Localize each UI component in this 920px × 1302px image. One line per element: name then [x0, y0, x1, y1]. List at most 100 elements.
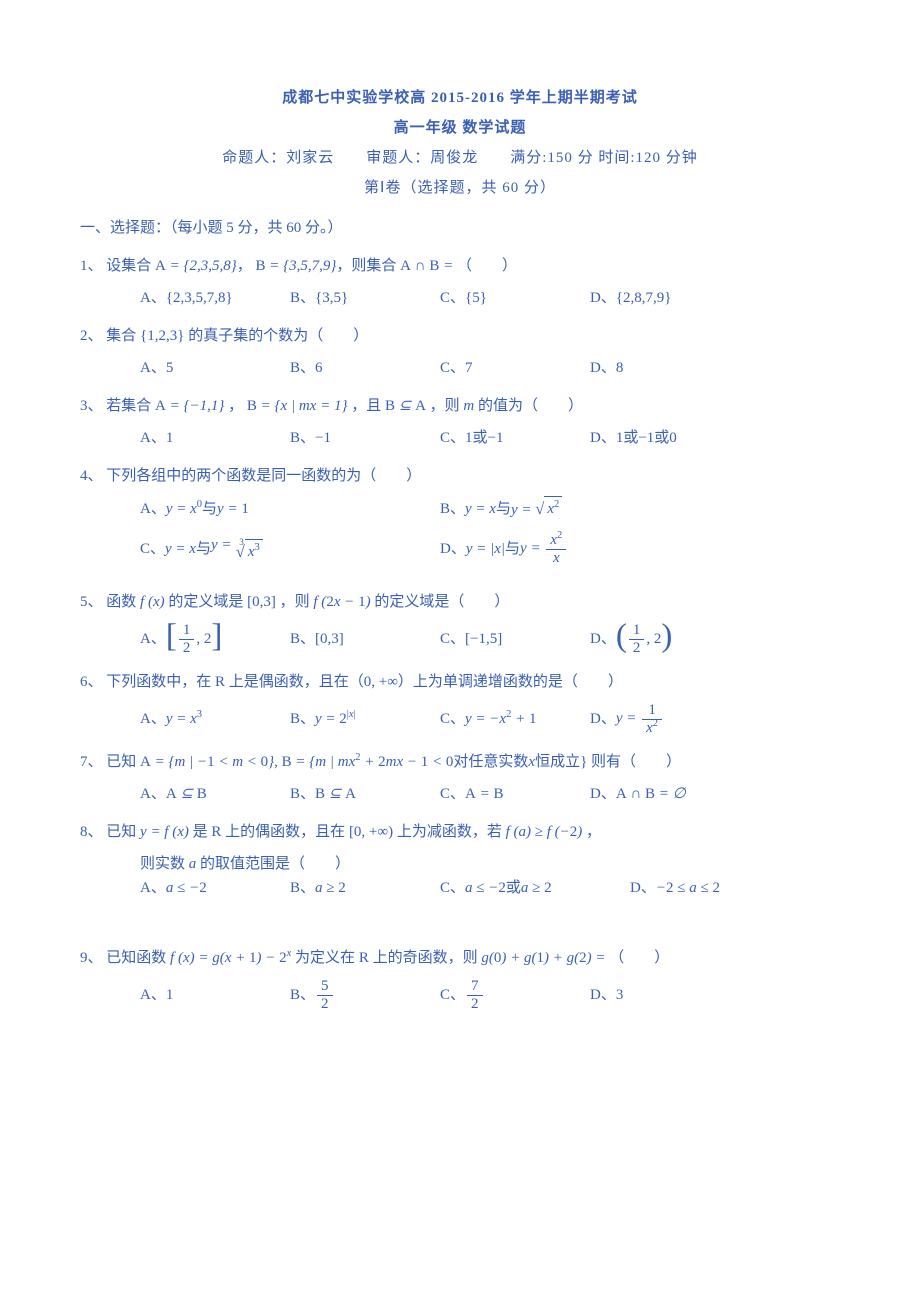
title-school-year: 成都七中实验学校高 2015-2016 学年上期半期考试 [80, 86, 840, 110]
q5-mid2: ，则 [280, 594, 314, 610]
q3-C: 1或−1 [465, 426, 503, 450]
q5-D: D、 (12, 2) [590, 622, 740, 656]
question-2: 2、 集合 {1,2,3} 的真子集的个数为（ ） [80, 324, 840, 348]
q3-num: 3、 [80, 398, 103, 414]
question-7: 7、 已知 A = {m | −1 < m < 0}, B = {m | mx2… [80, 750, 840, 774]
q6-num: 6、 [80, 674, 103, 690]
q6-options: A、y = x3 B、y = 2|x| C、y = −x2 + 1 D、y = … [80, 702, 840, 736]
q4-D: D、 y = |x|与y = x2x [440, 532, 740, 566]
title-part1: 第Ⅰ卷（选择题，共 60 分） [80, 176, 840, 200]
q8-mid3: ， [586, 824, 601, 840]
q3-stem-pre: 若集合 [106, 398, 155, 414]
q3-D-label: D、 [590, 426, 616, 450]
q8-D: −2 ≤ a ≤ 2 [656, 876, 720, 900]
q6-B: B、y = 2|x| [290, 707, 440, 731]
q3-A: 1 [166, 426, 174, 450]
q1-num: 1、 [80, 258, 103, 274]
q5-B: [0,3] [315, 627, 344, 651]
question-8: 8、 已知 y = f (x) 是 R 上的偶函数，且在 [0, +∞) 上为减… [80, 820, 840, 844]
q1-C-label: C、 [440, 286, 465, 310]
q9-C: C、72 [440, 978, 590, 1012]
q5-mid1: 的定义域是 [168, 594, 247, 610]
q8-line2: 则实数 a 的取值范围是（ ） [80, 852, 840, 876]
q3-A-label: A、 [140, 426, 166, 450]
q1-B: {3,5} [315, 286, 348, 310]
q1-D-label: D、 [590, 286, 616, 310]
q2-C: 7 [465, 356, 473, 380]
q1-stem-post: ，则集合 [336, 258, 400, 274]
q1-B-label: B、 [290, 286, 315, 310]
q9-pre: 已知函数 [106, 950, 170, 966]
q5-C: [−1,5] [465, 627, 502, 651]
q9-B: B、52 [290, 978, 440, 1012]
q4-stem: 下列各组中的两个函数是同一函数的为（ ） [106, 468, 421, 484]
q7-D: A ∩ B = ∅ [616, 782, 686, 806]
q2-options: A、5 B、6 C、7 D、8 [80, 356, 840, 380]
q4-B: B、 y = x与y = √x2 [440, 496, 740, 522]
q2-D-label: D、 [590, 356, 616, 380]
q5-options: A、 [12, 2] B、[0,3] C、[−1,5] D、 (12, 2) [80, 622, 840, 656]
q9-D: 3 [616, 983, 624, 1007]
q7-pre: 已知 [106, 754, 140, 770]
q5-mid3: 的定义域是（ ） [374, 594, 509, 610]
q9-num: 9、 [80, 950, 103, 966]
q8-num: 8、 [80, 824, 103, 840]
question-9: 9、 已知函数 f (x) = g(x + 1) − 2x 为定义在 R 上的奇… [80, 946, 840, 970]
q6-stem: 下列函数中，在 R 上是偶函数，且在（0, +∞）上为单调递增函数的是（ ） [106, 674, 623, 690]
q2-B-label: B、 [290, 356, 315, 380]
q2-B: 6 [315, 356, 323, 380]
q8-mid1: 是 R 上的偶函数，且在 [193, 824, 349, 840]
q2-A: 5 [166, 356, 174, 380]
q2-stem-post: 的真子集的个数为（ ） [188, 328, 368, 344]
q9-mid: 为定义在 R 上的奇函数，则 [295, 950, 481, 966]
q7-A: A ⊆ B [166, 782, 207, 806]
q4-options: A、 y = x0与y = 1 B、 y = x与y = √x2 C、 y = … [80, 496, 840, 576]
q3-B: −1 [315, 426, 331, 450]
q6-A: A、y = x3 [140, 707, 290, 731]
q1-paren: （ ） [457, 258, 517, 274]
question-6: 6、 下列函数中，在 R 上是偶函数，且在（0, +∞）上为单调递增函数的是（ … [80, 670, 840, 694]
q1-options: A、{2,3,5,7,8} B、{3,5} C、{5} D、{2,8,7,9} [80, 286, 840, 310]
q1-A-label: A、 [140, 286, 166, 310]
q7-C: A = B [465, 782, 503, 806]
q8-int: [0, +∞) [349, 824, 393, 840]
question-1: 1、 设集合 A = {2,3,5,8}， B = {3,5,7,9}，则集合 … [80, 254, 840, 278]
question-5: 5、 函数 f (x) 的定义域是 [0,3] ，则 f (2x − 1) 的定… [80, 590, 840, 614]
q1-A: {2,3,5,7,8} [166, 286, 233, 310]
q5-num: 5、 [80, 594, 103, 610]
q6-D: D、y = 1x2 [590, 702, 740, 736]
question-3: 3、 若集合 A = {−1,1} ， B = {x | mx = 1} ，且 … [80, 394, 840, 418]
q9-options: A、1 B、52 C、72 D、3 [80, 978, 840, 1012]
q3-options: A、1 B、−1 C、1或−1 D、1或−1或0 [80, 426, 840, 450]
q9-paren: （ ） [609, 950, 669, 966]
q1-C: {5} [465, 286, 487, 310]
question-4: 4、 下列各组中的两个函数是同一函数的为（ ） [80, 464, 840, 488]
q7-end: 则有（ ） [591, 754, 681, 770]
q8-A: a ≤ −2 [166, 876, 207, 900]
q4-C: C、 y = x与y = 3√x3 [140, 533, 440, 565]
q2-stem-pre: 集合 [106, 328, 136, 344]
q5-A: A、 [12, 2] [140, 622, 290, 656]
q3-sep1: ， [228, 398, 243, 414]
q8-mid2: 上为减函数，若 [397, 824, 506, 840]
q2-num: 2、 [80, 328, 103, 344]
q2-set: {1,2,3} [140, 328, 184, 344]
title-grade-subject: 高一年级 数学试题 [80, 116, 840, 140]
q4-num: 4、 [80, 468, 103, 484]
q3-B-label: B、 [290, 426, 315, 450]
q3-m: 的值为（ ） [478, 398, 583, 414]
q5-dom: [0,3] [247, 594, 276, 610]
q7-num: 7、 [80, 754, 103, 770]
q6-C: C、y = −x2 + 1 [440, 707, 590, 731]
q7-options: A、A ⊆ B B、B ⊆ A C、A = B D、A ∩ B = ∅ [80, 782, 840, 806]
q8-pre: 已知 [106, 824, 140, 840]
section1-heading: 一、选择题：（每小题 5 分，共 60 分。） [80, 216, 840, 240]
q1-D: {2,8,7,9} [616, 286, 672, 310]
q4-A: A、 y = x0与y = 1 [140, 497, 440, 521]
q3-D: 1或−1或0 [616, 426, 677, 450]
q8-options: A、a ≤ −2 B、a ≥ 2 C、a ≤ −2或a ≥ 2 D、−2 ≤ a… [80, 876, 840, 900]
q5-pre: 函数 [106, 594, 140, 610]
q3-sep2: ，且 [351, 398, 385, 414]
q1-stem-pre: 设集合 [106, 258, 155, 274]
q2-D: 8 [616, 356, 624, 380]
